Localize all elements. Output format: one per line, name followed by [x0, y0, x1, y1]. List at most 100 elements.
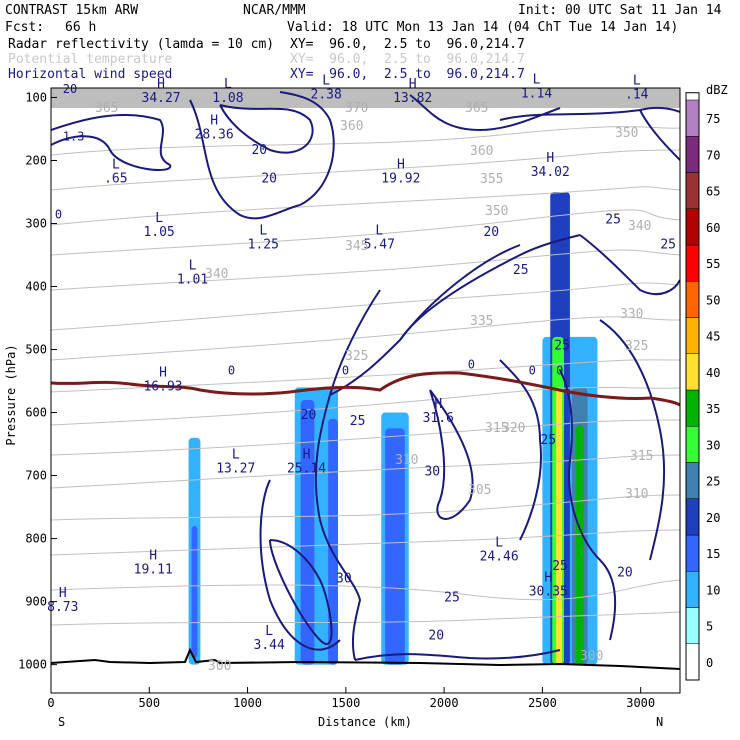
- extremum-label: H31.6: [423, 397, 454, 426]
- extremum-label: H19.11: [134, 548, 173, 577]
- wind-contour-label: 25: [513, 263, 529, 278]
- x-axis-label: Distance (km): [318, 715, 412, 729]
- y-axis: 100 200 300 400 500 600 700 800 900 1000: [18, 90, 57, 672]
- edge-label: 0: [556, 364, 563, 378]
- svg-text:3.44: 3.44: [254, 638, 285, 653]
- extremum-label: L2.38: [311, 74, 342, 103]
- reflectivity-cell: [385, 428, 405, 665]
- colorbar-tick-label: 40: [706, 366, 720, 380]
- svg-text:1.01: 1.01: [177, 272, 208, 287]
- theta-contour-label: 310: [625, 487, 648, 502]
- svg-text:16.93: 16.93: [143, 380, 182, 395]
- terrain-line: [51, 647, 680, 670]
- theta-contour-label: 325: [625, 339, 648, 354]
- extremum-label: H34.02: [531, 151, 570, 180]
- reflectivity-cell: [300, 399, 315, 665]
- forecast-value: 66 h: [65, 20, 97, 35]
- svg-text:5.47: 5.47: [364, 238, 395, 253]
- extremum-label: L1.25: [248, 224, 279, 253]
- reflectivity-cell: [328, 418, 338, 665]
- svg-text:19.92: 19.92: [381, 172, 420, 187]
- svg-text:H: H: [434, 397, 442, 412]
- extremum-label: L1.05: [143, 211, 174, 240]
- theta-contour-label: 365: [95, 101, 118, 116]
- svg-text:H: H: [210, 113, 218, 128]
- theta-contour-label: 300: [580, 649, 603, 664]
- colorbar-tick-label: 0: [706, 656, 713, 670]
- svg-text:L: L: [533, 72, 541, 87]
- svg-text:34.27: 34.27: [142, 91, 181, 106]
- svg-text:28.36: 28.36: [195, 127, 234, 142]
- forecast-label: Fcst:: [5, 20, 45, 35]
- y-tick-label: 200: [25, 153, 47, 167]
- colorbar-swatch: [685, 643, 700, 681]
- colorbar-swatch: [685, 534, 700, 572]
- svg-text:24.46: 24.46: [480, 550, 519, 565]
- x-tick-label: 0: [47, 696, 54, 710]
- colorbar-tick-label: 20: [706, 511, 720, 525]
- svg-text:25.14: 25.14: [287, 461, 326, 476]
- svg-text:L: L: [189, 258, 197, 273]
- colorbar-swatch: [685, 136, 700, 173]
- field-wind-xy: XY= 96.0, 2.5 to 96.0,214.7: [290, 67, 525, 82]
- theta-contour-label: 305: [468, 483, 491, 498]
- wind-contour-label: 25: [552, 559, 568, 574]
- x-tick-label: 3000: [626, 696, 655, 710]
- colorbar-swatch: [685, 462, 700, 499]
- theta-contour-label: 360: [470, 144, 493, 159]
- theta-contour-label: 335: [470, 314, 493, 329]
- svg-text:1.05: 1.05: [143, 225, 174, 240]
- svg-text:1.08: 1.08: [212, 91, 243, 106]
- edge-label: 20: [63, 82, 77, 96]
- extremum-label: H34.27: [142, 77, 181, 106]
- theta-contour-label: 325: [345, 349, 368, 364]
- svg-text:13.27: 13.27: [216, 461, 255, 476]
- svg-text:L: L: [224, 77, 232, 92]
- svg-text:L: L: [322, 74, 330, 89]
- wind-contour-label: 25: [660, 238, 676, 253]
- wind-contour-label: 20: [483, 225, 499, 240]
- wind-contour-label: 20: [261, 172, 277, 187]
- colorbar-tick-label: 75: [706, 112, 720, 126]
- theta-contour-label: 360: [340, 119, 363, 134]
- x-tick-label: 1000: [233, 696, 262, 710]
- svg-text:L: L: [259, 224, 267, 239]
- extremum-label: H8.73: [47, 586, 78, 615]
- colorbar-swatch: [685, 317, 700, 354]
- edge-label: 0: [228, 364, 235, 378]
- wind-contour-label: 20: [617, 565, 633, 580]
- edge-label: 0: [55, 207, 62, 221]
- colorbar-swatch: [685, 498, 700, 536]
- svg-text:L: L: [265, 624, 273, 639]
- edge-label: 0: [529, 364, 536, 378]
- reflectivity-layer: [188, 191, 598, 665]
- svg-text:2.38: 2.38: [311, 88, 342, 103]
- svg-text:30.35: 30.35: [529, 584, 568, 599]
- svg-text:L: L: [495, 536, 503, 551]
- colorbar-swatch: [685, 389, 700, 427]
- svg-text:H: H: [159, 366, 167, 381]
- extremum-label: H13.82: [393, 77, 432, 106]
- svg-text:L: L: [232, 447, 240, 462]
- field-theta-xy: XY= 96.0, 2.5 to 96.0,214.7: [290, 52, 525, 67]
- svg-text:H: H: [157, 77, 165, 92]
- edge-label: 1.3: [63, 129, 85, 143]
- y-tick-label: 500: [25, 343, 47, 357]
- svg-text:H: H: [544, 570, 552, 585]
- theta-contour-label: 320: [502, 421, 525, 436]
- theta-dense-band: [51, 88, 680, 108]
- colorbar-swatch: [685, 208, 700, 246]
- x-axis: 0 500 1000 1500 2000 2500 3000: [47, 687, 655, 710]
- svg-text:34.02: 34.02: [531, 165, 570, 180]
- colorbar-tick-label: 30: [706, 438, 720, 452]
- svg-text:8.73: 8.73: [47, 600, 78, 615]
- dbz-colorbar: 0 5 10 15 20 25 30 35 40 45 50 55 60 65 70 75: [685, 92, 720, 681]
- colorbar-tick-label: 15: [706, 547, 720, 561]
- svg-text:.65: .65: [104, 172, 127, 187]
- y-tick-label: 1000: [18, 658, 47, 672]
- extremum-label: H30.35: [529, 570, 568, 599]
- svg-text:.14: .14: [625, 88, 649, 103]
- svg-text:H: H: [397, 158, 405, 173]
- theta-contour-label: 350: [615, 126, 638, 141]
